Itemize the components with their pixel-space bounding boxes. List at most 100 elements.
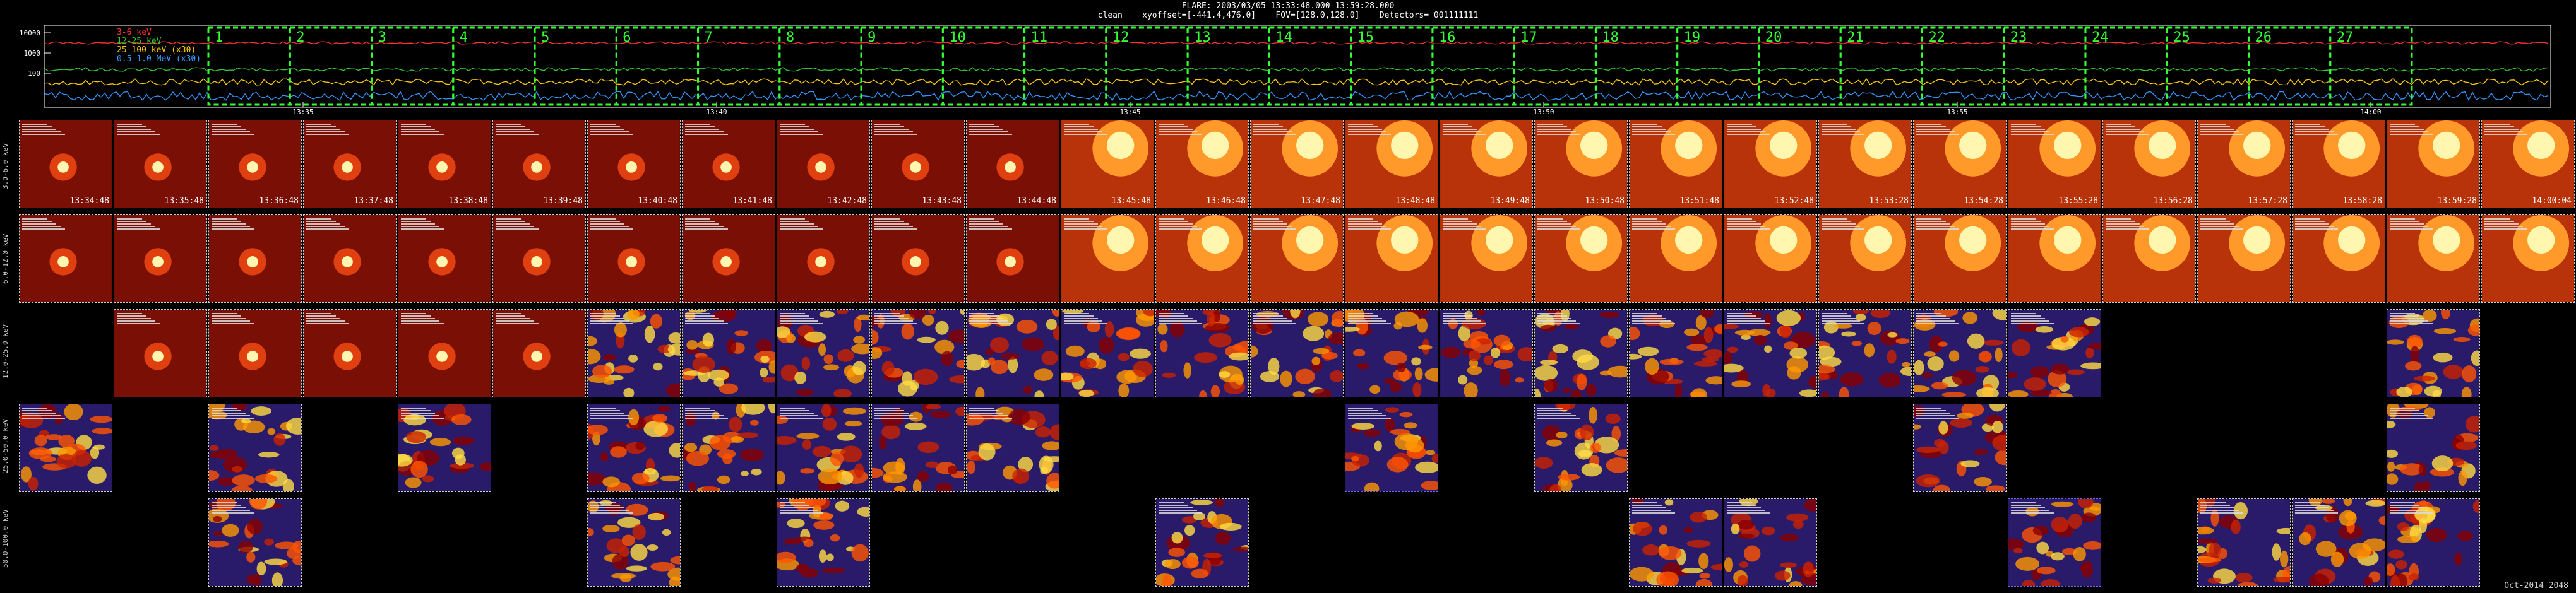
image-panel bbox=[208, 309, 302, 397]
panel-info-lines bbox=[1916, 406, 1960, 420]
panel-info-lines bbox=[780, 312, 824, 326]
map-image bbox=[967, 120, 1059, 208]
map-image bbox=[209, 499, 301, 586]
image-panel bbox=[398, 214, 491, 303]
panel-info-lines bbox=[1348, 217, 1392, 231]
map-image bbox=[777, 404, 869, 491]
panel-time: 13:37:48 bbox=[354, 196, 393, 206]
panel-time: 13:40:48 bbox=[638, 196, 677, 206]
interval-box bbox=[1921, 26, 2005, 106]
map-image bbox=[777, 499, 869, 586]
image-panel bbox=[1913, 214, 2007, 303]
image-panel: 13:37:48 bbox=[303, 120, 397, 208]
panel-time: 14:00:04 bbox=[2532, 196, 2572, 206]
map-image bbox=[1630, 499, 1722, 586]
panel-info-lines bbox=[306, 217, 350, 231]
image-panel bbox=[492, 309, 586, 397]
image-panel bbox=[587, 309, 681, 397]
map-image bbox=[398, 404, 491, 491]
panel-time: 13:38:48 bbox=[448, 196, 488, 206]
image-panel bbox=[1250, 214, 1344, 303]
image-panel: 13:56:28 bbox=[2102, 120, 2196, 208]
panel-info-lines bbox=[2390, 406, 2434, 420]
panel-info-lines bbox=[306, 122, 350, 136]
panel-info-lines bbox=[590, 501, 635, 515]
image-panel bbox=[2387, 309, 2480, 397]
panel-info-lines bbox=[685, 312, 729, 326]
interval-number: 13 bbox=[1194, 30, 1211, 45]
map-image bbox=[398, 215, 491, 302]
legend-entry: 3-6 keV bbox=[117, 28, 152, 37]
panel-info-lines bbox=[496, 217, 540, 231]
image-panel: 13:39:48 bbox=[492, 120, 586, 208]
image-panel bbox=[1155, 214, 1249, 303]
panel-time: 13:45:48 bbox=[1111, 196, 1151, 206]
panel-info-lines bbox=[2106, 122, 2150, 136]
map-image bbox=[1061, 120, 1154, 208]
panel-info-lines bbox=[1348, 312, 1392, 326]
map-image bbox=[1251, 310, 1343, 397]
panel-time: 13:48:48 bbox=[1395, 196, 1435, 206]
image-panel: 13:35:48 bbox=[114, 120, 207, 208]
panel-info-lines bbox=[22, 217, 66, 231]
interval-box bbox=[941, 26, 1026, 106]
panel-info-lines bbox=[496, 312, 540, 326]
image-panel bbox=[1534, 214, 1628, 303]
panel-info-lines bbox=[1632, 217, 1676, 231]
image-panel bbox=[492, 214, 586, 303]
map-image bbox=[2387, 120, 2479, 208]
image-panel bbox=[777, 214, 870, 303]
map-image bbox=[2293, 499, 2385, 586]
map-image bbox=[2008, 310, 2101, 397]
map-image bbox=[493, 215, 585, 302]
image-panel bbox=[208, 404, 302, 492]
map-image bbox=[1345, 310, 1438, 397]
row-label: 12.0-25.0 keV bbox=[1, 324, 9, 379]
panel-info-lines bbox=[2011, 122, 2055, 136]
interval-box bbox=[1186, 26, 1270, 106]
panel-info-lines bbox=[1632, 122, 1676, 136]
map-image bbox=[1345, 215, 1438, 302]
map-image bbox=[398, 120, 491, 208]
image-panel bbox=[682, 404, 775, 492]
map-image bbox=[1345, 120, 1438, 208]
interval-box bbox=[1023, 26, 1107, 106]
panel-info-lines bbox=[1632, 312, 1676, 326]
interval-box bbox=[207, 26, 291, 106]
map-image bbox=[1061, 215, 1154, 302]
panel-info-lines bbox=[590, 312, 635, 326]
panel-info-lines bbox=[969, 217, 1013, 231]
panel-info-lines bbox=[212, 501, 256, 515]
legend-entry: 12-25 keV bbox=[117, 37, 162, 46]
image-panel: 13:50:48 bbox=[1534, 120, 1628, 208]
image-panel bbox=[2008, 498, 2101, 587]
image-panel: 13:59:28 bbox=[2387, 120, 2480, 208]
map-image bbox=[493, 310, 585, 397]
image-panel: 13:38:48 bbox=[398, 120, 491, 208]
image-panel bbox=[777, 309, 870, 397]
panel-info-lines bbox=[2011, 501, 2055, 515]
xtick-label: 13:35 bbox=[292, 108, 313, 116]
legend-entry: 0.5-1.0 MeV (x30) bbox=[117, 54, 201, 64]
image-panel bbox=[1345, 404, 1438, 492]
image-panel: 13:45:48 bbox=[1061, 120, 1154, 208]
image-panel bbox=[2292, 214, 2385, 303]
image-panel bbox=[1818, 214, 1912, 303]
panel-info-lines bbox=[1064, 217, 1108, 231]
interval-number: 16 bbox=[1439, 30, 1456, 45]
map-image bbox=[1156, 310, 1248, 397]
image-panel bbox=[2008, 309, 2101, 397]
map-image bbox=[1440, 215, 1532, 302]
panel-time: 13:49:48 bbox=[1490, 196, 1530, 206]
map-image bbox=[2198, 215, 2290, 302]
panel-info-lines bbox=[1916, 312, 1960, 326]
map-image bbox=[493, 120, 585, 208]
image-panel bbox=[966, 214, 1059, 303]
map-image bbox=[1630, 215, 1722, 302]
xtick-label: 13:40 bbox=[706, 108, 727, 116]
image-panel: 13:55:28 bbox=[2008, 120, 2101, 208]
panel-info-lines bbox=[1727, 501, 1771, 515]
map-image bbox=[1819, 215, 1911, 302]
map-image bbox=[20, 404, 112, 491]
